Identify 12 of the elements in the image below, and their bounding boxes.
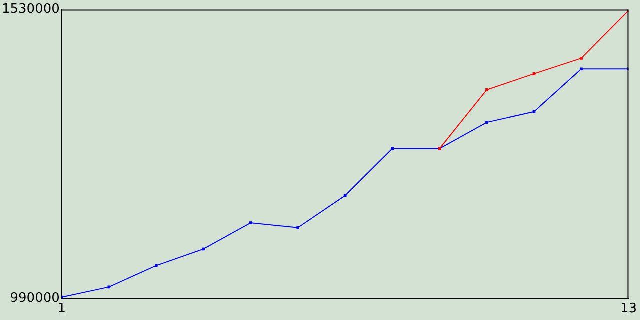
y-tick-label: 1530000	[2, 2, 60, 18]
point	[391, 147, 394, 150]
point	[154, 264, 158, 268]
point	[249, 222, 252, 224]
x-tick-label: 1	[58, 302, 66, 317]
point	[108, 286, 111, 289]
point	[202, 248, 206, 251]
x-tick-label: 13	[620, 302, 637, 317]
point	[532, 110, 536, 114]
point	[296, 226, 300, 230]
point	[532, 72, 536, 76]
y-tick-label: 990000	[10, 290, 60, 306]
